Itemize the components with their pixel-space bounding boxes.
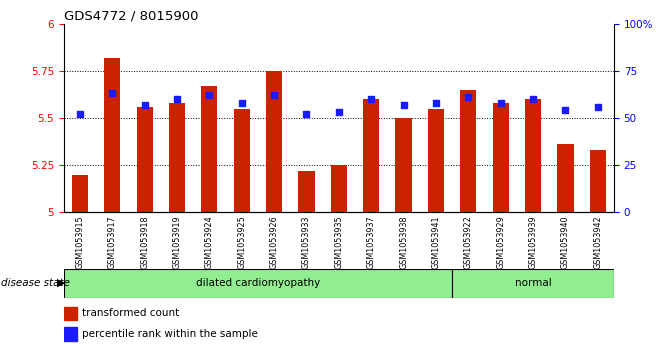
Text: GSM1053929: GSM1053929: [496, 215, 505, 269]
Bar: [137, 107, 153, 212]
Bar: [201, 86, 217, 212]
Bar: [363, 99, 379, 212]
Text: percentile rank within the sample: percentile rank within the sample: [82, 329, 258, 339]
Text: GSM1053937: GSM1053937: [367, 215, 376, 269]
Point: [140, 102, 150, 108]
Bar: [234, 109, 250, 212]
Text: GSM1053940: GSM1053940: [561, 215, 570, 269]
Text: transformed count: transformed count: [82, 309, 179, 318]
Bar: [493, 103, 509, 212]
Point: [204, 93, 215, 98]
Text: normal: normal: [515, 278, 552, 288]
Point: [527, 96, 538, 102]
Bar: [299, 171, 315, 212]
Text: GSM1053933: GSM1053933: [302, 215, 311, 269]
Text: GSM1053941: GSM1053941: [431, 215, 440, 269]
Point: [236, 100, 247, 106]
Point: [107, 90, 117, 96]
Bar: [590, 150, 606, 212]
Point: [431, 100, 442, 106]
Bar: [460, 90, 476, 212]
Text: GSM1053924: GSM1053924: [205, 215, 214, 269]
Text: GSM1053926: GSM1053926: [270, 215, 278, 269]
Bar: [266, 71, 282, 212]
Text: GSM1053935: GSM1053935: [334, 215, 344, 269]
Point: [592, 104, 603, 110]
Point: [398, 102, 409, 108]
Text: GDS4772 / 8015900: GDS4772 / 8015900: [64, 9, 198, 22]
Text: ▶: ▶: [57, 278, 66, 288]
Bar: [104, 58, 120, 212]
Bar: [72, 175, 88, 212]
Text: GSM1053925: GSM1053925: [238, 215, 246, 269]
Point: [560, 107, 571, 113]
Text: GSM1053917: GSM1053917: [108, 215, 117, 269]
Text: GSM1053915: GSM1053915: [75, 215, 85, 269]
Bar: [428, 109, 444, 212]
Point: [172, 96, 183, 102]
Bar: [558, 144, 574, 212]
Text: GSM1053939: GSM1053939: [529, 215, 537, 269]
FancyBboxPatch shape: [64, 269, 452, 298]
Point: [74, 111, 85, 117]
Bar: [169, 103, 185, 212]
Text: GSM1053922: GSM1053922: [464, 215, 473, 269]
Point: [333, 109, 344, 115]
Bar: [395, 118, 412, 212]
Bar: [64, 327, 77, 341]
Point: [269, 93, 280, 98]
FancyBboxPatch shape: [452, 269, 614, 298]
Text: dilated cardiomyopathy: dilated cardiomyopathy: [196, 278, 320, 288]
Point: [301, 111, 312, 117]
Text: GSM1053942: GSM1053942: [593, 215, 603, 269]
Text: GSM1053938: GSM1053938: [399, 215, 408, 269]
Bar: [331, 165, 347, 212]
Text: disease state: disease state: [1, 278, 70, 288]
Bar: [64, 306, 77, 321]
Bar: [525, 99, 541, 212]
Point: [463, 94, 474, 100]
Point: [495, 100, 506, 106]
Text: GSM1053918: GSM1053918: [140, 215, 149, 269]
Point: [366, 96, 376, 102]
Text: GSM1053919: GSM1053919: [172, 215, 182, 269]
